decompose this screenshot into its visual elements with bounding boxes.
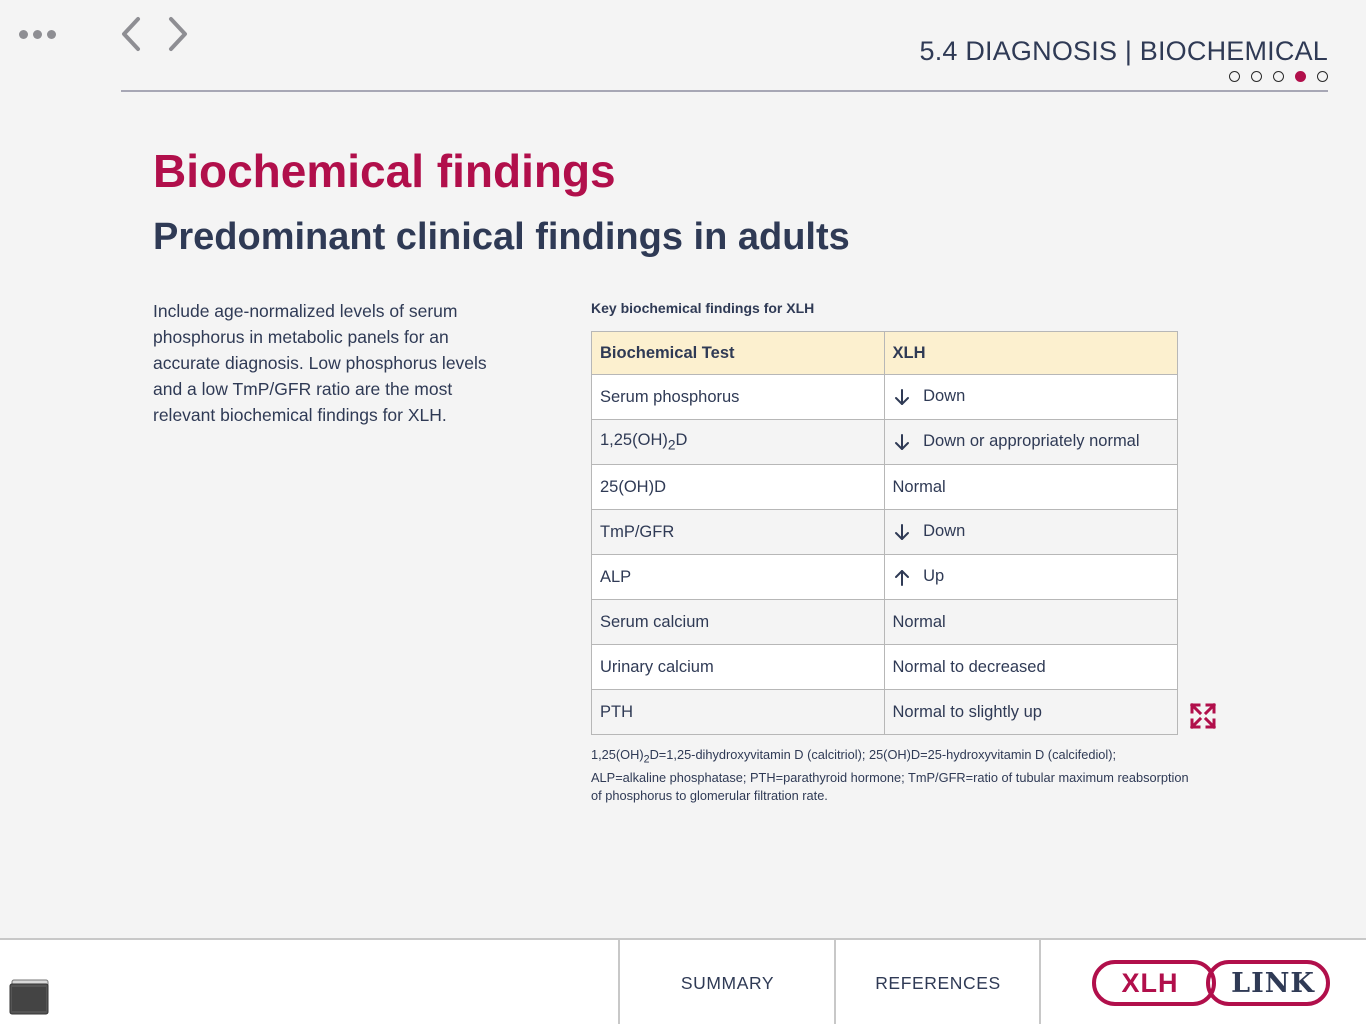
menu-dots-icon[interactable] xyxy=(17,28,58,41)
test-cell: ALP xyxy=(591,554,885,600)
xlh-link-logo[interactable]: XLH LINK xyxy=(1092,960,1330,1008)
table-row: 25(OH)D Normal xyxy=(591,464,1178,510)
logo-right-pill: LINK xyxy=(1206,960,1330,1006)
table-footnote: 1,25(OH)2D=1,25-dihydroxyvitamin D (calc… xyxy=(591,746,1191,805)
page-dot[interactable] xyxy=(1251,71,1262,82)
test-cell: 1,25(OH)2D xyxy=(591,419,885,465)
menu-dot xyxy=(33,30,42,39)
footer-divider xyxy=(1039,940,1041,1024)
logo-xlh-text: XLH xyxy=(1121,967,1179,998)
test-cell: PTH xyxy=(591,689,885,735)
test-name: TmP/GFR xyxy=(600,522,675,541)
page-dot[interactable] xyxy=(1229,71,1240,82)
page-indicator xyxy=(1229,71,1328,82)
arrow-down-icon xyxy=(893,523,919,542)
test-name: PTH xyxy=(600,702,633,721)
section-title: 5.4 DIAGNOSIS | BIOCHEMICAL xyxy=(919,36,1328,66)
test-cell: Urinary calcium xyxy=(591,644,885,690)
test-name: Urinary calcium xyxy=(600,657,714,676)
findings-table: Biochemical Test XLH Serum phosphorus Do… xyxy=(591,331,1178,735)
xlh-value: Normal to decreased xyxy=(892,657,1046,676)
test-subscript: 2 xyxy=(667,437,676,453)
xlh-value: Up xyxy=(923,567,945,586)
xlh-value: Down xyxy=(923,522,966,541)
arrow-down-icon xyxy=(893,433,919,452)
page-subtitle: Predominant clinical findings in adults xyxy=(153,216,850,258)
table-row: PTH Normal to slightly up xyxy=(591,689,1178,735)
logo-left-pill: XLH xyxy=(1092,960,1216,1006)
header-biochemical-test: Biochemical Test xyxy=(591,331,885,375)
footnote-subscript: 2 xyxy=(643,753,650,766)
xlh-cell: Normal xyxy=(883,599,1178,645)
xlh-value: Down or appropriately normal xyxy=(923,432,1140,451)
menu-dot xyxy=(19,30,28,39)
xlh-cell: Down or appropriately normal xyxy=(883,419,1178,465)
header-divider xyxy=(121,90,1328,92)
footer-bar: SUMMARY REFERENCES XLH LINK xyxy=(0,938,1366,1024)
summary-button[interactable]: SUMMARY xyxy=(680,972,775,993)
xlh-value: Normal xyxy=(892,612,946,631)
table-row: Urinary calcium Normal to decreased xyxy=(591,644,1178,690)
table-row: 1,25(OH)2D Down or appropriately normal xyxy=(591,419,1178,465)
table-header-row: Biochemical Test XLH xyxy=(591,331,1178,375)
test-name: 1,25(OH) xyxy=(600,431,668,450)
xlh-cell: Up xyxy=(883,554,1178,600)
footer-divider xyxy=(618,940,620,1024)
test-name: 25(OH)D xyxy=(600,477,667,496)
test-name-suffix: D xyxy=(675,431,688,450)
page-dot[interactable] xyxy=(1273,71,1284,82)
test-cell: TmP/GFR xyxy=(591,509,885,555)
test-cell: Serum phosphorus xyxy=(591,374,885,420)
chevron-right-icon[interactable] xyxy=(163,16,191,52)
chevron-left-icon[interactable] xyxy=(118,16,146,52)
table-caption: Key biochemical findings for XLH xyxy=(591,300,815,316)
xlh-cell: Down xyxy=(883,509,1178,555)
xlh-cell: Normal xyxy=(883,464,1178,510)
menu-dot xyxy=(47,30,56,39)
table-row: TmP/GFR Down xyxy=(591,509,1178,555)
test-cell: 25(OH)D xyxy=(591,464,885,510)
arrow-up-icon xyxy=(893,568,919,587)
logo-link-text: LINK xyxy=(1231,967,1315,999)
xlh-cell: Normal to slightly up xyxy=(883,689,1178,735)
xlh-value: Down xyxy=(923,387,966,406)
test-name: Serum calcium xyxy=(600,612,710,631)
test-cell: Serum calcium xyxy=(591,599,885,645)
xlh-cell: Normal to decreased xyxy=(883,644,1178,690)
expand-icon[interactable] xyxy=(1189,702,1217,730)
slides-icon[interactable] xyxy=(8,978,52,1018)
page-dot[interactable] xyxy=(1295,71,1306,82)
header-xlh: XLH xyxy=(883,331,1178,375)
page-title: Biochemical findings xyxy=(153,145,616,197)
page-dot[interactable] xyxy=(1317,71,1328,82)
intro-text: Include age-normalized levels of serum p… xyxy=(153,301,487,425)
table-row: Serum phosphorus Down xyxy=(591,374,1178,420)
xlh-value: Normal to slightly up xyxy=(892,702,1042,721)
test-name: Serum phosphorus xyxy=(600,387,740,406)
references-button[interactable]: REFERENCES xyxy=(875,972,1001,993)
xlh-value: Normal xyxy=(892,477,946,496)
footer-divider xyxy=(834,940,836,1024)
arrow-down-icon xyxy=(893,388,919,407)
table-row: ALP Up xyxy=(591,554,1178,600)
table-row: Serum calcium Normal xyxy=(591,599,1178,645)
footnote-text: D=1,25-dihydroxyvitamin D (calcitriol); … xyxy=(591,747,1189,803)
test-name: ALP xyxy=(600,567,632,586)
xlh-cell: Down xyxy=(883,374,1178,420)
footnote-abbrev: 1,25(OH) xyxy=(591,747,644,762)
